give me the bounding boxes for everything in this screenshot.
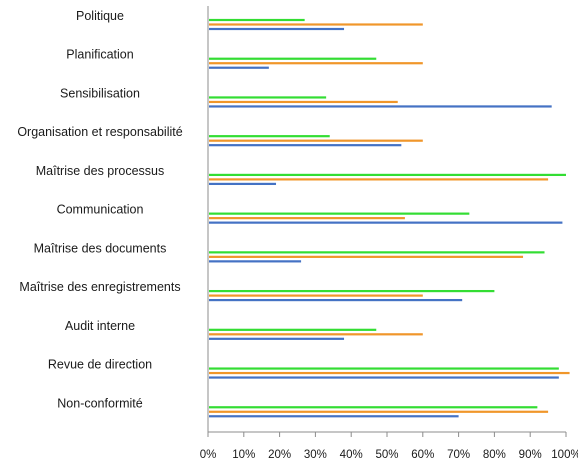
bar bbox=[209, 57, 377, 60]
bar bbox=[209, 333, 423, 336]
bar bbox=[209, 173, 566, 177]
x-tick-label: 100% bbox=[551, 449, 578, 461]
x-tick-label: 50% bbox=[375, 449, 398, 461]
bar bbox=[209, 371, 570, 375]
bar bbox=[209, 27, 345, 31]
bar bbox=[209, 376, 559, 379]
bar bbox=[209, 212, 470, 215]
bar bbox=[209, 66, 269, 69]
category-label: Non-conformité bbox=[57, 396, 142, 410]
category-label: Politique bbox=[76, 9, 124, 23]
bar bbox=[209, 178, 549, 181]
bars bbox=[209, 18, 570, 418]
bar bbox=[209, 182, 277, 186]
category-label: Organisation et responsabilité bbox=[17, 125, 182, 139]
x-tick-label: 30% bbox=[304, 449, 327, 461]
bar bbox=[209, 289, 495, 293]
x-tick-label: 40% bbox=[340, 449, 363, 461]
category-label: Communication bbox=[57, 203, 144, 217]
bar bbox=[209, 294, 423, 297]
category-label: Maîtrise des documents bbox=[34, 241, 167, 255]
bar bbox=[209, 255, 524, 258]
category-labels: Politique Planification Sensibilisation Org… bbox=[17, 9, 182, 410]
bar bbox=[209, 135, 330, 138]
x-tick-label: 10% bbox=[232, 449, 255, 461]
bar bbox=[209, 96, 327, 99]
bar bbox=[209, 100, 398, 104]
category-label: Sensibilisation bbox=[60, 86, 140, 100]
bar bbox=[209, 298, 463, 302]
bar bbox=[209, 251, 545, 254]
category-label: Revue de direction bbox=[48, 358, 152, 372]
bar bbox=[209, 217, 405, 220]
category-label: Maîtrise des enregistrements bbox=[19, 280, 180, 294]
bar bbox=[209, 18, 305, 22]
x-tick-label: 0% bbox=[200, 449, 217, 461]
bar bbox=[209, 105, 552, 108]
bar bbox=[209, 144, 402, 147]
x-axis: 0% 10% 20% 30% 40% 50% 60% 70% 80% 90% 100% bbox=[200, 431, 578, 461]
x-tick-label: 60% bbox=[411, 449, 434, 461]
bar bbox=[209, 23, 423, 26]
bar bbox=[209, 367, 559, 370]
bar bbox=[209, 260, 302, 263]
category-label: Maîtrise des processus bbox=[36, 164, 165, 178]
category-label: Planification bbox=[66, 48, 133, 62]
bar bbox=[209, 139, 423, 142]
bar bbox=[209, 337, 345, 340]
bar bbox=[209, 415, 459, 418]
bar bbox=[209, 221, 563, 224]
x-tick-label: 70% bbox=[447, 449, 470, 461]
bar bbox=[209, 406, 538, 409]
category-label: Audit interne bbox=[65, 319, 135, 333]
bar bbox=[209, 410, 549, 413]
x-tick-label: 20% bbox=[268, 449, 291, 461]
x-tick-label: 80% bbox=[483, 449, 506, 461]
bar bbox=[209, 328, 377, 331]
bar bbox=[209, 62, 423, 65]
x-tick-label: 90% bbox=[519, 449, 542, 461]
